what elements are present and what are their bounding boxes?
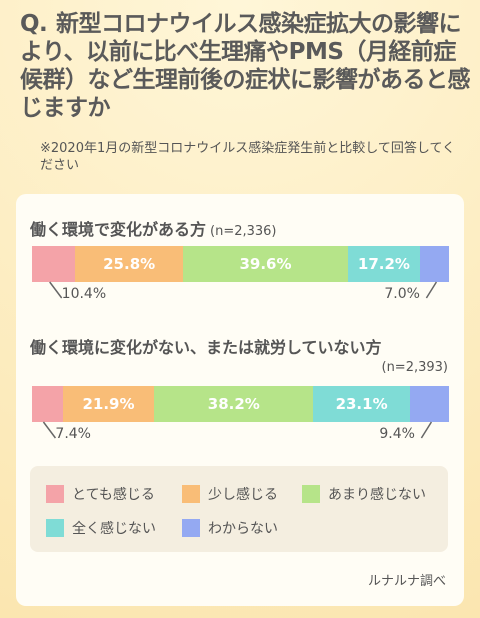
group-2-title: 働く環境に変化がない、または就労していない方	[30, 338, 382, 357]
legend-label-strong: とても感じる	[72, 487, 155, 503]
data-label: 23.1%	[335, 395, 388, 413]
bar-segment-unknown	[419, 246, 449, 282]
data-label-outside: 7.4%	[55, 426, 91, 442]
legend-swatch-strong	[46, 485, 64, 503]
question-title: Q. 新型コロナウイルス感染症拡大の影響により、以前に比べ生理痛やPMS（月経前症…	[20, 10, 471, 122]
legend-item-unknown: わからない	[182, 518, 278, 538]
bar-segment-notmuch: 39.6%	[182, 246, 349, 282]
data-label: 21.9%	[82, 395, 135, 413]
legend-label-none: 全く感じない	[72, 521, 156, 537]
legend-swatch-notmuch	[302, 485, 320, 503]
data-label: 38.2%	[207, 395, 260, 413]
data-label: 25.8%	[103, 255, 156, 273]
group-1-title-text: 働く環境で変化がある方	[30, 220, 207, 239]
bar-segment-little: 21.9%	[62, 386, 155, 422]
group-1-bar: 25.8% 39.6% 17.2%	[32, 246, 449, 282]
data-label: 17.2%	[357, 255, 410, 273]
bar-segment-little: 25.8%	[75, 246, 183, 282]
legend-swatch-little	[182, 485, 200, 503]
group-1-n: (n=2,336)	[210, 224, 277, 239]
data-label-outside: 7.0%	[384, 286, 420, 302]
bar-segment-none: 23.1%	[313, 386, 410, 422]
group-2-bar: 21.9% 38.2% 23.1%	[32, 386, 449, 422]
bar-segment-unknown	[409, 386, 449, 422]
question-prefix: Q.	[20, 11, 48, 37]
legend-item-notmuch: あまり感じない	[302, 484, 426, 504]
legend-item-strong: とても感じる	[46, 484, 155, 504]
source-credit: ルナルナ調べ	[367, 574, 446, 589]
bar-segment-none: 17.2%	[348, 246, 420, 282]
legend-swatch-none	[46, 519, 64, 537]
group-1-title: 働く環境で変化がある方 (n=2,336)	[30, 216, 277, 240]
legend-label-unknown: わからない	[208, 521, 278, 537]
bar-segment-strong	[32, 386, 63, 422]
legend	[30, 466, 448, 552]
question-note: ※2020年1月の新型コロナウイルス感染症発生前と比較して回答してください	[40, 141, 456, 173]
legend-label-little: 少し感じる	[208, 487, 278, 503]
group-2-n: (n=2,393)	[381, 360, 449, 375]
legend-item-none: 全く感じない	[46, 518, 156, 538]
bar-segment-strong	[32, 246, 76, 282]
legend-swatch-unknown	[182, 519, 200, 537]
data-label-outside: 10.4%	[61, 286, 107, 302]
question-text: 新型コロナウイルス感染症拡大の影響により、以前に比べ生理痛やPMS（月経前症候群…	[20, 11, 471, 121]
bar-segment-notmuch: 38.2%	[154, 386, 314, 422]
legend-item-little: 少し感じる	[182, 484, 278, 504]
data-label-outside: 9.4%	[379, 426, 415, 442]
legend-label-notmuch: あまり感じない	[328, 487, 426, 503]
data-label: 39.6%	[239, 255, 292, 273]
